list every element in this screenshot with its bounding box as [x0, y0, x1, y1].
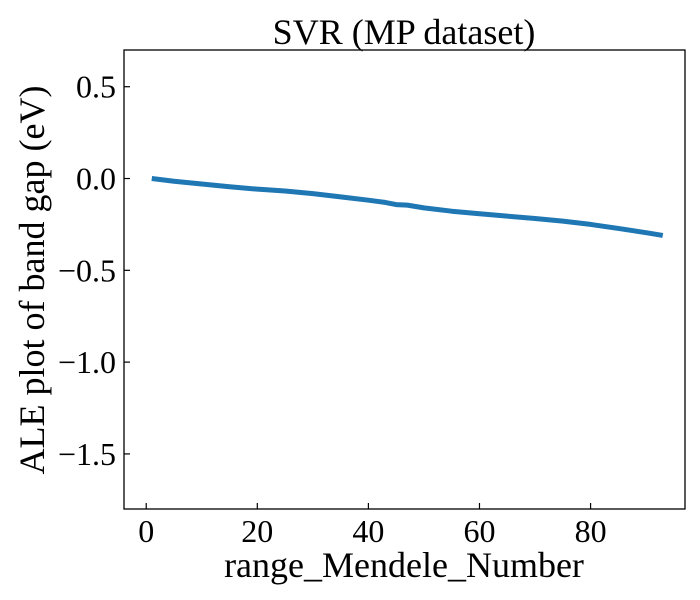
y-tick-label: −0.5 — [58, 252, 116, 288]
x-tick-label: 40 — [352, 513, 384, 549]
x-tick-label: 20 — [241, 513, 273, 549]
x-tick-label: 80 — [575, 513, 607, 549]
y-axis-label: ALE plot of band gap (eV) — [12, 86, 52, 475]
chart-title: SVR (MP dataset) — [273, 12, 536, 52]
y-tick-label: 0.5 — [76, 69, 116, 105]
series-layer — [151, 176, 664, 238]
x-tick-label: 0 — [138, 513, 154, 549]
y-tick-label: −1.5 — [58, 436, 116, 472]
x-axis-label: range_Mendele_Number — [224, 545, 584, 585]
y-tick-label: 0.0 — [76, 161, 116, 197]
y-tick-label: −1.0 — [58, 344, 116, 380]
ticks-layer: 0 20 40 60 80 0.5 0.0 −0.5 −1.0 −1.5 — [58, 69, 607, 549]
x-tick-label: 60 — [463, 513, 495, 549]
series-line — [151, 176, 664, 238]
plot-frame — [123, 49, 686, 510]
